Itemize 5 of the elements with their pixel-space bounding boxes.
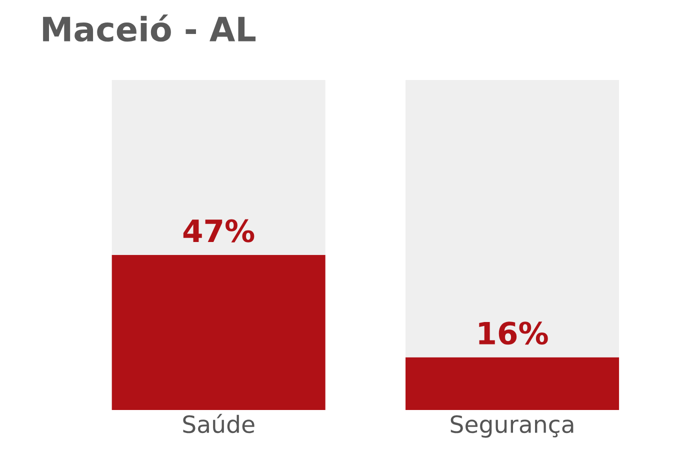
x-tick-label: Segurança	[450, 415, 574, 438]
data-label: 47%	[183, 219, 254, 242]
data-label: 16%	[479, 322, 548, 345]
chart-title: Maceió - AL	[43, 14, 256, 42]
x-tick-label: Saúde	[183, 414, 254, 434]
